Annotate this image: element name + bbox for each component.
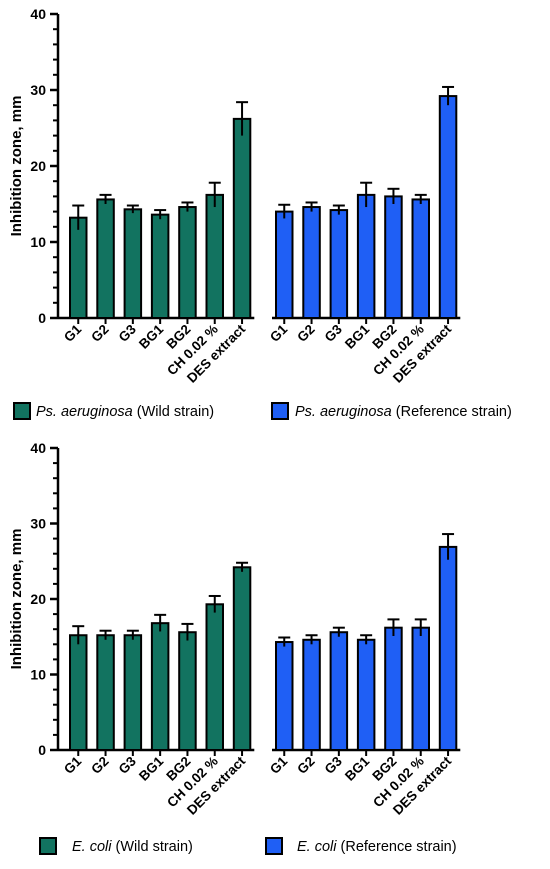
legend-label: E. coli (Reference strain) [297,839,457,855]
x-category-label: BG1 [342,753,373,784]
legend-species: Ps. aeruginosa [295,404,392,420]
legend-swatch [265,837,283,855]
x-category-label: G2 [294,322,317,345]
bar [302,638,321,752]
bar [356,638,376,752]
bar [438,95,458,319]
bar [69,216,88,319]
y-tick-label: 40 [30,440,46,456]
bar [232,566,252,751]
x-category-label: G1 [267,753,291,777]
bar [438,545,458,752]
bar [178,206,197,319]
bar [329,631,349,751]
y-axis-label: Inhibition zone, mm [8,529,25,670]
bar [96,198,115,319]
bar [384,195,403,319]
bar [205,193,224,320]
x-category-label: G2 [88,754,111,777]
bar [178,631,197,751]
x-category-label: BG1 [136,753,167,784]
y-tick-label: 30 [30,82,46,98]
bar [384,626,403,751]
y-tick-label: 10 [30,234,46,250]
bar [411,198,430,319]
bar [96,634,115,751]
legend-strain: (Reference strain) [337,839,457,855]
legend-label: E. coli (Wild strain) [72,839,193,855]
bar [356,193,376,320]
y-axis-label: Inhibition zone, mm [8,96,25,237]
bar [123,634,143,751]
y-tick-label: 20 [30,158,46,174]
legend-swatch [39,837,57,855]
bar [232,117,252,319]
legend-swatch [13,402,31,420]
y-tick-label: 0 [38,742,46,758]
legend-swatch [271,402,289,420]
legend-label: Ps. aeruginosa (Reference strain) [295,404,512,420]
y-tick-label: 40 [30,6,46,22]
bar [275,641,294,751]
y-tick-label: 30 [30,516,46,532]
bar [150,622,170,751]
bar [150,213,170,319]
bar [302,206,321,319]
bar [411,626,430,751]
legend-strain: (Reference strain) [392,404,512,420]
y-tick-label: 10 [30,667,46,683]
x-category-label: BG1 [342,321,373,352]
legend-label: Ps. aeruginosa (Wild strain) [36,404,214,420]
x-category-label: G2 [88,322,111,345]
bar [329,209,349,319]
y-tick-label: 0 [38,310,46,326]
bar [205,603,224,751]
x-category-label: G1 [267,321,291,345]
legend-species: Ps. aeruginosa [36,404,133,420]
legend-species: E. coli [72,839,112,855]
x-category-label: BG1 [136,321,167,352]
x-category-label: G1 [61,321,85,345]
bar [275,210,294,320]
y-tick-label: 20 [30,591,46,607]
x-category-label: G1 [61,753,85,777]
x-category-label: G2 [294,754,317,777]
bar [123,208,143,320]
legend-strain: (Wild strain) [112,839,193,855]
legend-strain: (Wild strain) [133,404,214,420]
legend-species: E. coli [297,839,337,855]
bar [69,634,88,751]
